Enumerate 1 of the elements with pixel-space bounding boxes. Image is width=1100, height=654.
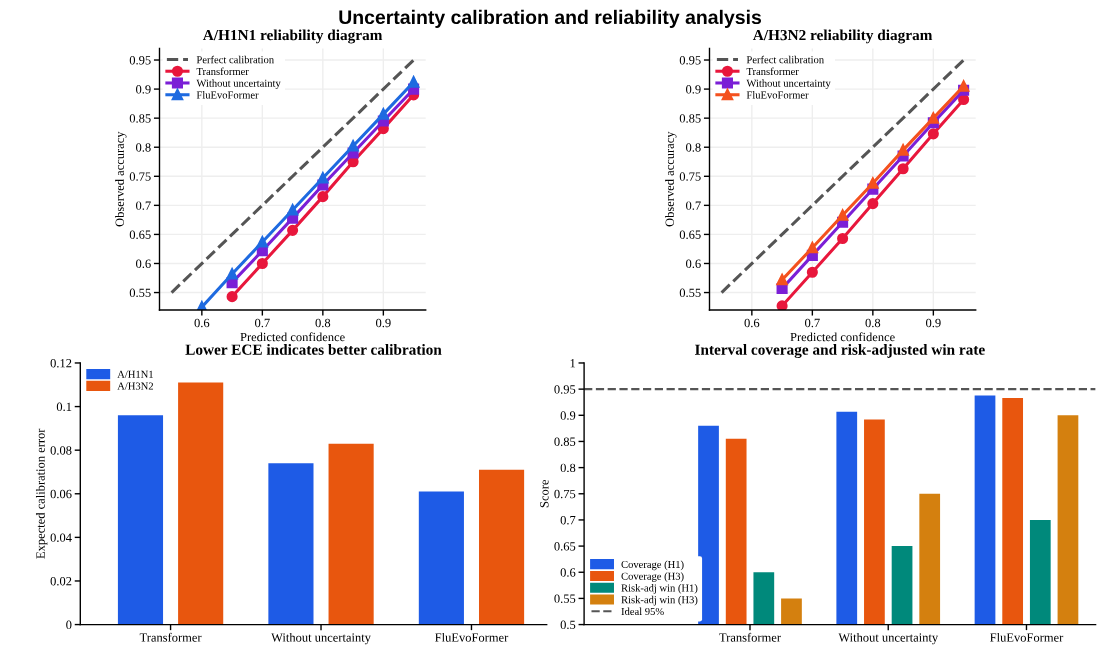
text: Uncertainty calibration and reliability analysis xyxy=(339,9,762,28)
